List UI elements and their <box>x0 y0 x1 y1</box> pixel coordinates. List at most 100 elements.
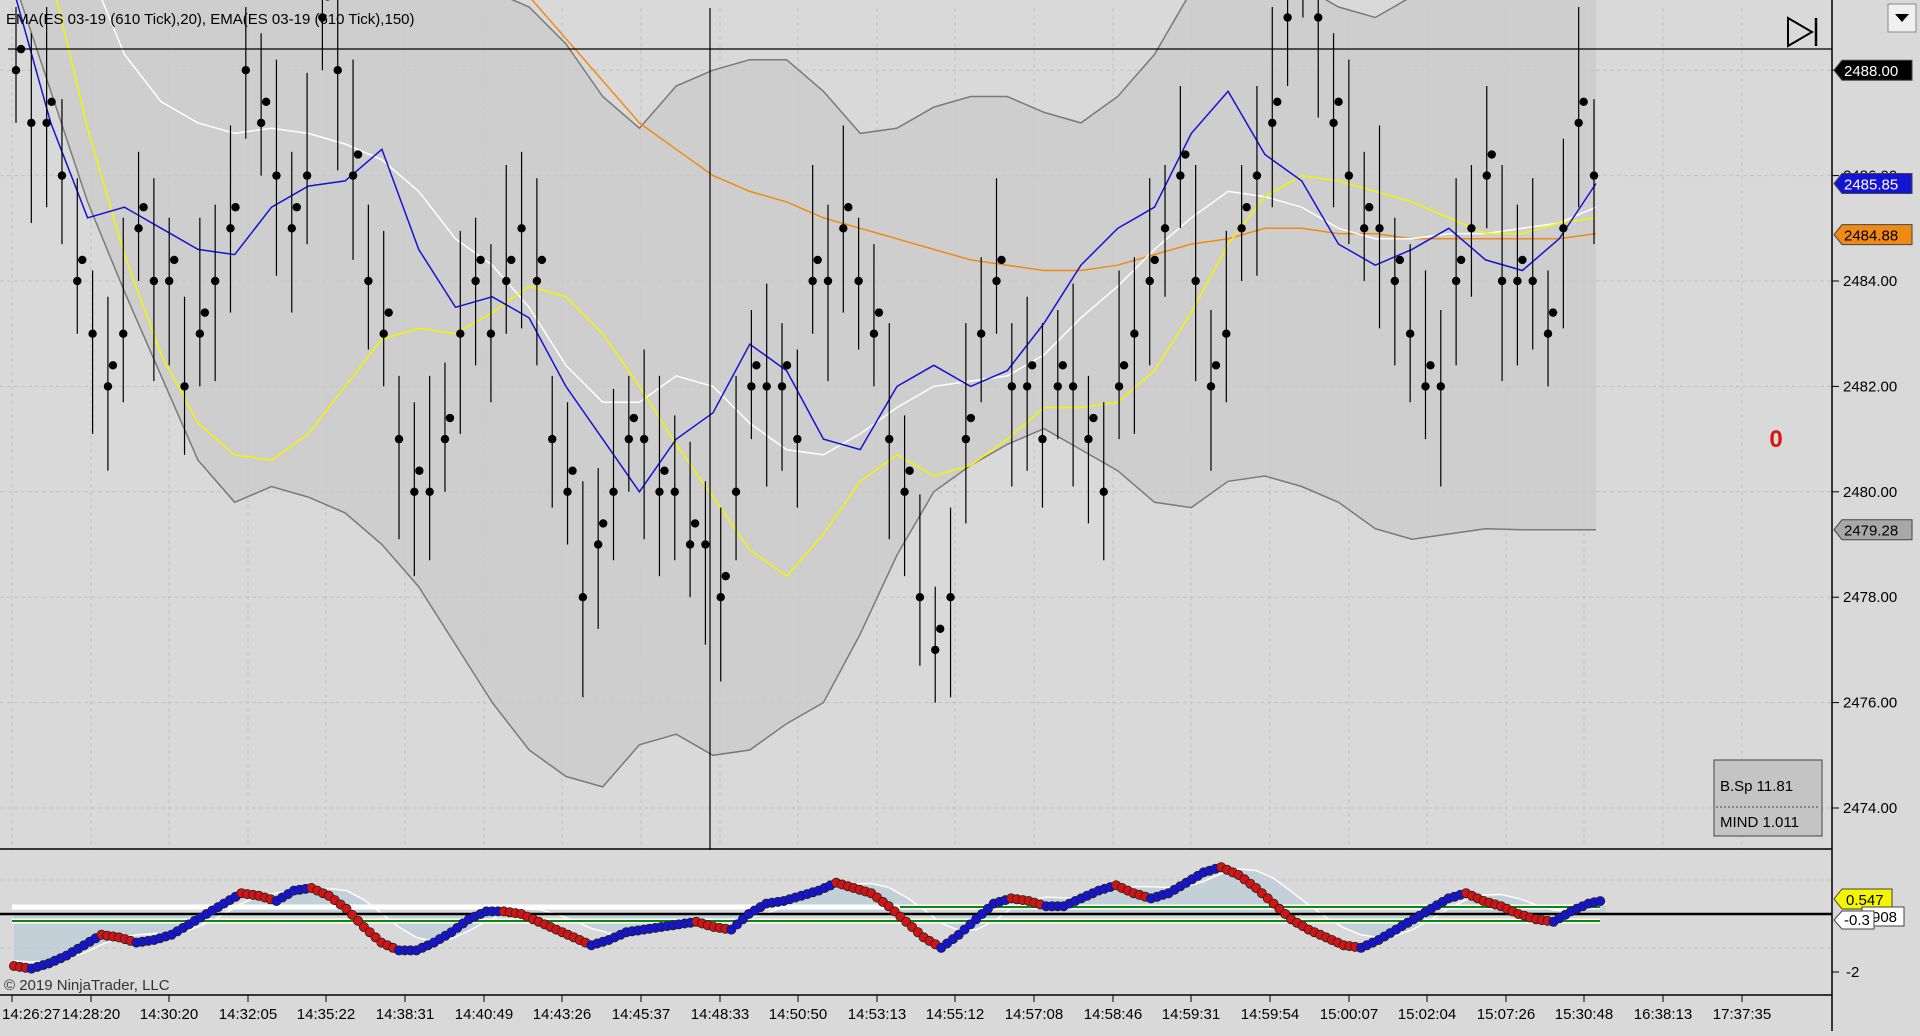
price-bar-close <box>1084 434 1093 444</box>
price-bar-close <box>1099 487 1108 496</box>
price-bar-close <box>1237 224 1246 233</box>
price-bar-close <box>180 382 189 391</box>
price-bar-close <box>537 255 547 265</box>
price-bar-close <box>210 276 220 286</box>
price-bar-close <box>1574 118 1583 128</box>
price-bar-close <box>517 224 526 233</box>
price-bar-close <box>379 329 388 338</box>
price-bar-close <box>900 487 909 496</box>
time-axis[interactable]: 14:26:27 14:28:20 14:30:20 14:32:05 14:35:22… <box>2 995 1771 1023</box>
price-bar-close <box>11 66 21 75</box>
price-bar-close <box>1543 329 1553 338</box>
oscillator-grid <box>0 879 1832 949</box>
price-bar-close <box>1395 255 1405 265</box>
price-bar-close <box>869 329 879 338</box>
price-bar-close <box>1027 361 1037 370</box>
price-bar-close <box>1053 382 1062 391</box>
price-bar-close <box>1528 276 1537 286</box>
price-bar-close <box>905 466 914 475</box>
price-bar-close <box>200 308 210 317</box>
time-axis-label: 14:26:27 <box>2 1006 60 1023</box>
price-bar-close <box>1589 171 1599 180</box>
price-bar-close <box>1268 118 1277 128</box>
price-bar-close <box>486 329 496 338</box>
signal-value: 0 <box>1769 426 1782 453</box>
price-label-text: 2485.85 <box>1844 177 1898 194</box>
play-icon <box>1787 16 1814 48</box>
price-bar-close <box>793 434 802 444</box>
price-bar-close <box>931 645 940 655</box>
price-bar-close <box>1211 361 1221 370</box>
price-bar-close <box>445 413 455 423</box>
price-bar-close <box>660 466 669 475</box>
price-bar-close <box>946 593 955 602</box>
price-bar-close <box>1191 276 1200 286</box>
price-bar-close <box>456 329 465 338</box>
price-bar-close <box>134 224 143 233</box>
bollinger-band-fill <box>20 0 1596 787</box>
time-axis-label: 14:40:49 <box>455 1006 513 1023</box>
time-axis-label: 14:59:54 <box>1241 1006 1299 1023</box>
price-axis-label: 2474.00 <box>1843 800 1897 817</box>
price-bar-close <box>78 255 87 265</box>
price-bar-close <box>670 487 679 496</box>
price-bar-close <box>1518 255 1527 265</box>
price-bar-close <box>752 361 761 370</box>
price-label-text: 2479.28 <box>1844 523 1898 540</box>
price-label-box <box>1833 173 1913 195</box>
price-axis-label: 2482.00 <box>1843 378 1897 395</box>
price-axis-label: 2478.00 <box>1843 589 1897 606</box>
osc-dot-falling <box>353 915 364 926</box>
scroll-to-end-button[interactable] <box>1782 14 1820 50</box>
price-bar-close <box>936 624 945 634</box>
price-axis-label: 2480.00 <box>1843 484 1897 501</box>
price-bar-close <box>624 434 634 444</box>
price-bar-close <box>1451 276 1461 286</box>
osc-axis-label: -2 <box>1846 964 1859 981</box>
time-axis-label: 15:07:26 <box>1477 1006 1535 1023</box>
time-axis-label: 16:38:13 <box>1634 1006 1692 1023</box>
price-bar-close <box>1181 150 1190 159</box>
price-bar-close <box>1390 276 1400 286</box>
price-label-text: 2488.00 <box>1844 63 1898 80</box>
price-axis[interactable]: 2504.02502.002500.002498.002496.002494.0… <box>1832 0 1897 817</box>
price-bar-close <box>1513 276 1522 286</box>
price-bar-close <box>966 413 976 423</box>
price-bar-close <box>690 519 700 528</box>
price-bar-close <box>1375 224 1384 233</box>
price-label-text: 2484.88 <box>1844 228 1898 245</box>
price-bar-close <box>874 308 884 317</box>
price-bar-close <box>1022 382 1032 391</box>
price-bar-close <box>813 255 822 265</box>
price-bar-close <box>731 487 741 496</box>
price-bar-close <box>73 276 82 286</box>
price-bar-close <box>548 434 557 444</box>
price-bar-close <box>1206 382 1216 391</box>
time-axis-label: 14:35:22 <box>297 1006 355 1023</box>
price-bar-close <box>568 466 577 475</box>
price-bars <box>11 0 1599 703</box>
price-bar-close <box>410 487 419 496</box>
price-bar-close <box>1038 434 1047 444</box>
bollinger-upper-line <box>511 0 1408 135</box>
price-bar-close <box>1497 276 1507 286</box>
price-bar-close <box>292 203 301 212</box>
bollinger-lower-line <box>19 0 1596 788</box>
price-bar-close <box>1359 224 1369 233</box>
price-bar-close <box>226 224 235 233</box>
time-axis-label: 14:32:05 <box>219 1006 277 1023</box>
info-box: B.Sp 11.81 MIND 1.011 <box>1713 759 1823 837</box>
price-bar-close <box>823 276 833 286</box>
price-bar-close <box>1283 13 1292 22</box>
axis-menu-button[interactable] <box>1887 3 1917 33</box>
price-bar-close <box>808 276 817 286</box>
time-axis-label: 14:43:26 <box>533 1006 591 1023</box>
ema-20-line <box>55 0 1597 578</box>
price-bar-close <box>1058 361 1067 370</box>
price-bar-close <box>777 382 787 391</box>
price-bar-close <box>762 382 771 391</box>
price-bar-close <box>502 276 511 286</box>
price-axis-label: 2484.00 <box>1843 273 1897 290</box>
price-bar-close <box>844 203 853 212</box>
